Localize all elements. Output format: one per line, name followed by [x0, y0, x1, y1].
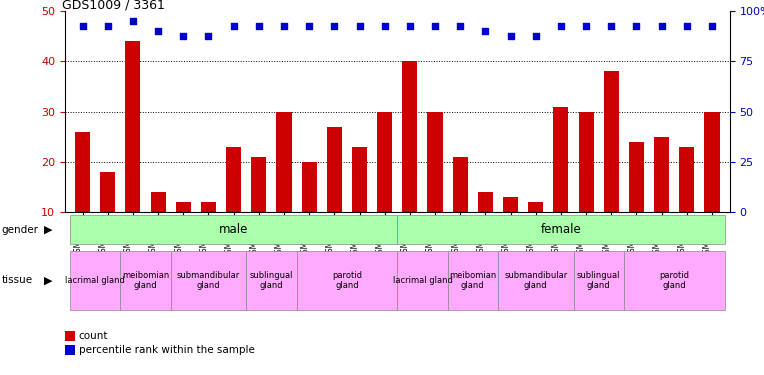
Text: male: male	[219, 223, 248, 236]
Bar	[498, 251, 574, 310]
Bar	[125, 41, 141, 262]
Text: lacrimal gland: lacrimal gland	[65, 276, 125, 285]
Point	[228, 23, 240, 29]
Bar	[397, 215, 724, 244]
Bar	[654, 136, 669, 262]
Text: ▶: ▶	[44, 275, 53, 285]
Point	[656, 23, 668, 29]
Point	[706, 23, 718, 29]
Bar	[452, 157, 468, 262]
Text: sublingual
gland: sublingual gland	[250, 271, 293, 290]
Bar	[170, 251, 246, 310]
Bar	[553, 106, 568, 262]
Text: parotid
gland: parotid gland	[659, 271, 689, 290]
Text: submandibular
gland: submandibular gland	[176, 271, 240, 290]
Point	[303, 23, 316, 29]
Bar	[302, 162, 317, 262]
Point	[555, 23, 567, 29]
Point	[354, 23, 366, 29]
Point	[529, 33, 542, 39]
Text: lacrimal gland: lacrimal gland	[393, 276, 452, 285]
Point	[479, 28, 491, 34]
Bar	[704, 112, 720, 262]
Text: female: female	[541, 223, 581, 236]
Bar	[397, 251, 448, 310]
Point	[127, 18, 139, 24]
Text: gender: gender	[2, 225, 38, 235]
Bar	[70, 251, 121, 310]
Point	[681, 23, 693, 29]
Bar	[352, 147, 367, 262]
Point	[429, 23, 441, 29]
Bar	[246, 251, 296, 310]
Point	[630, 23, 643, 29]
Point	[202, 33, 215, 39]
Bar	[503, 197, 518, 262]
Text: sublingual
gland: sublingual gland	[577, 271, 620, 290]
Bar	[604, 71, 619, 262]
Bar	[75, 132, 90, 262]
Point	[177, 33, 189, 39]
Text: meibomian
gland: meibomian gland	[449, 271, 497, 290]
Point	[278, 23, 290, 29]
Point	[379, 23, 391, 29]
Bar	[277, 112, 292, 262]
Bar	[403, 62, 417, 262]
Point	[152, 28, 164, 34]
Bar	[327, 127, 342, 262]
Point	[329, 23, 341, 29]
Point	[504, 33, 516, 39]
Bar	[251, 157, 267, 262]
Point	[605, 23, 617, 29]
Bar	[574, 251, 624, 310]
Bar	[629, 142, 644, 262]
Text: percentile rank within the sample: percentile rank within the sample	[79, 345, 254, 355]
Point	[102, 23, 114, 29]
Point	[403, 23, 416, 29]
Text: ▶: ▶	[44, 225, 53, 235]
Bar	[296, 251, 397, 310]
Bar	[428, 112, 442, 262]
Bar	[226, 147, 241, 262]
Text: count: count	[79, 331, 108, 341]
Point	[454, 23, 466, 29]
Bar	[70, 215, 397, 244]
Bar	[151, 192, 166, 262]
Bar	[624, 251, 724, 310]
Point	[76, 23, 89, 29]
Bar	[121, 251, 170, 310]
Bar	[377, 112, 392, 262]
Bar	[578, 112, 594, 262]
Text: meibomian
gland: meibomian gland	[122, 271, 169, 290]
Bar	[448, 251, 498, 310]
Bar	[679, 147, 694, 262]
Text: GDS1009 / 3361: GDS1009 / 3361	[62, 0, 164, 11]
Bar	[100, 172, 115, 262]
Text: tissue: tissue	[2, 275, 33, 285]
Text: parotid
gland: parotid gland	[332, 271, 362, 290]
Bar	[176, 202, 191, 262]
Point	[580, 23, 592, 29]
Bar	[528, 202, 543, 262]
Bar	[478, 192, 493, 262]
Bar	[201, 202, 216, 262]
Text: submandibular
gland: submandibular gland	[504, 271, 568, 290]
Point	[253, 23, 265, 29]
